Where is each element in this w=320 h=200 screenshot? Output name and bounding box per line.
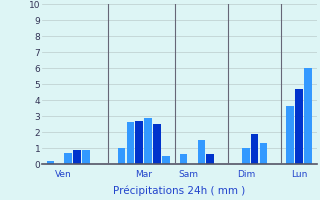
Bar xyxy=(198,140,205,164)
Text: Mar: Mar xyxy=(135,170,152,179)
Bar xyxy=(153,124,161,164)
Text: Sam: Sam xyxy=(178,170,198,179)
Text: Ven: Ven xyxy=(55,170,72,179)
Text: Lun: Lun xyxy=(291,170,307,179)
Bar xyxy=(180,154,188,164)
Bar xyxy=(295,89,303,164)
Bar xyxy=(118,148,125,164)
Bar xyxy=(47,161,54,164)
Text: Précipitations 24h ( mm ): Précipitations 24h ( mm ) xyxy=(113,186,245,196)
Text: Dim: Dim xyxy=(237,170,255,179)
Bar xyxy=(82,150,90,164)
Bar xyxy=(135,121,143,164)
Bar xyxy=(251,134,259,164)
Bar xyxy=(286,106,294,164)
Bar xyxy=(242,148,250,164)
Bar xyxy=(144,118,152,164)
Bar xyxy=(206,154,214,164)
Bar xyxy=(64,153,72,164)
Bar xyxy=(127,122,134,164)
Bar xyxy=(304,68,312,164)
Bar xyxy=(260,143,267,164)
Bar xyxy=(162,156,170,164)
Bar xyxy=(73,150,81,164)
